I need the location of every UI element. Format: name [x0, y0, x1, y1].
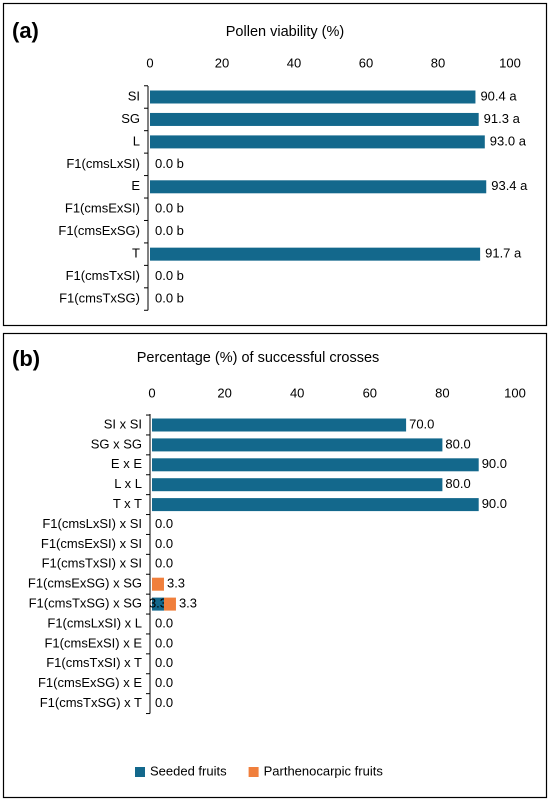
bar: [150, 90, 476, 104]
value-label: 3.3: [167, 576, 185, 591]
bar-segment: [152, 438, 443, 452]
category-label: SG: [121, 111, 140, 126]
category-label: F1(cmsTxSG): [59, 290, 140, 305]
value-label: 91.7 a: [485, 246, 522, 261]
x-tick-label: 40: [287, 55, 301, 70]
bar: [150, 247, 481, 261]
bar: [150, 112, 479, 126]
category-label: F1(cmsTxSI) x T: [46, 655, 142, 670]
category-label: F1(cmsTxSI): [66, 268, 140, 283]
panel-frame: [2, 2, 548, 327]
bar-segment: [163, 597, 176, 611]
category-label: F1(cmsExSI) x E: [44, 635, 142, 650]
value-label: 70.0: [409, 416, 434, 431]
category-label: T x T: [113, 496, 142, 511]
category-label: SI x SI: [104, 416, 142, 431]
category-label: F1(cmsTxSG) x SG: [29, 596, 142, 611]
value-label: 0.0 b: [155, 223, 184, 238]
chart-title: Pollen viability (%): [226, 24, 344, 40]
category-label: SG x SG: [91, 436, 142, 451]
bar-segment: [152, 577, 164, 591]
value-label: 90.0: [482, 456, 507, 471]
value-label: 0.0: [155, 536, 173, 551]
x-tick-label: 80: [431, 55, 445, 70]
value-label: 0.0: [155, 695, 173, 710]
value-label: 80.0: [445, 436, 470, 451]
bar: [150, 135, 485, 149]
category-label: F1(cmsLxSI) x SI: [42, 516, 142, 531]
category-label: F1(cmsLxSI): [66, 156, 140, 171]
category-label: F1(cmsExSI): [65, 201, 140, 216]
category-label: SI: [128, 88, 140, 103]
value-label: 0.0 b: [155, 156, 184, 171]
legend-label: Parthenocarpic fruits: [264, 763, 384, 778]
bar-segment: [152, 478, 443, 492]
value-label: 90.4 a: [480, 88, 517, 103]
panel-frame: [2, 332, 548, 799]
bar: [150, 180, 487, 194]
value-label: 3.3: [149, 596, 167, 611]
category-label: L x L: [114, 476, 142, 491]
category-label: E x E: [111, 456, 142, 471]
x-tick-label: 0: [146, 55, 153, 70]
x-tick-label: 20: [217, 385, 231, 400]
x-tick-label: 60: [363, 385, 377, 400]
value-label: 0.0 b: [155, 201, 184, 216]
panel-label: (a): [12, 18, 39, 43]
legend-swatch: [248, 767, 259, 777]
category-label: F1(cmsLxSI) x L: [47, 615, 142, 630]
value-label: 90.0: [482, 496, 507, 511]
bar-segment: [152, 458, 479, 472]
bar-segment: [152, 597, 164, 611]
category-label: F1(cmsExSG) x E: [38, 675, 142, 690]
bar-segment: [152, 418, 407, 432]
legend-label: Seeded fruits: [150, 763, 227, 778]
value-label: 93.4 a: [491, 178, 528, 193]
value-label: 0.0: [155, 675, 173, 690]
legend-swatch: [135, 767, 145, 777]
value-label: 0.0: [155, 655, 173, 670]
value-label: 0.0: [155, 615, 173, 630]
value-label: 0.0 b: [155, 290, 184, 305]
value-label: 93.0 a: [490, 133, 527, 148]
category-label: E: [131, 178, 140, 193]
x-tick-label: 40: [290, 385, 304, 400]
value-label: 91.3 a: [484, 111, 521, 126]
value-label: 0.0 b: [155, 268, 184, 283]
panel-label: (b): [12, 346, 40, 371]
category-label: T: [132, 246, 140, 261]
value-label: 80.0: [445, 476, 470, 491]
x-tick-label: 60: [359, 55, 373, 70]
category-label: F1(cmsTxSI) x SI: [42, 556, 142, 571]
chart-title: Percentage (%) of successful crosses: [137, 350, 380, 366]
value-label: 0.0: [155, 635, 173, 650]
value-label: 0.0: [155, 556, 173, 571]
category-label: F1(cmsExSG) x SG: [28, 576, 142, 591]
x-tick-label: 20: [215, 55, 229, 70]
bar-segment: [152, 498, 479, 512]
category-label: F1(cmsTxSG) x T: [40, 695, 142, 710]
value-label: 0.0: [155, 516, 173, 531]
value-label: 3.3: [179, 596, 197, 611]
x-tick-label: 80: [435, 385, 449, 400]
category-label: L: [133, 133, 140, 148]
x-tick-label: 100: [504, 385, 526, 400]
x-tick-label: 0: [148, 385, 155, 400]
category-label: F1(cmsExSI) x SI: [41, 536, 142, 551]
category-label: F1(cmsExSG): [58, 223, 140, 238]
x-tick-label: 100: [499, 55, 521, 70]
